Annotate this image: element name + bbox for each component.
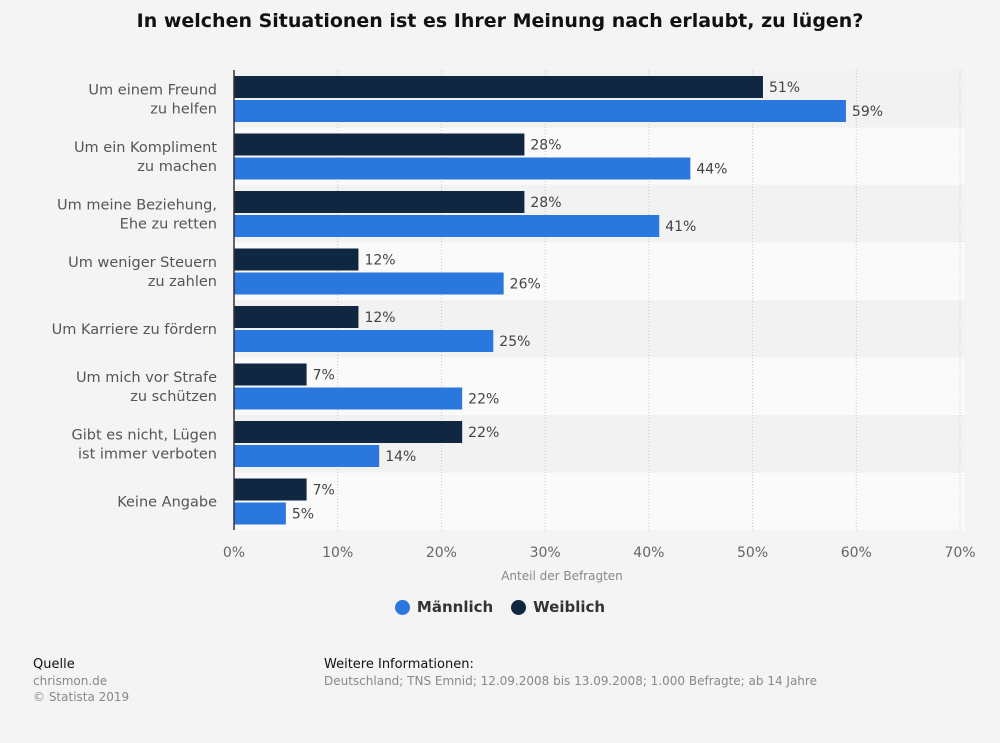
info-block: Weitere Informationen: Deutschland; TNS … (324, 657, 817, 689)
bar-männlich (234, 445, 380, 467)
legend-marker-maennlich (394, 599, 410, 615)
bar-männlich (234, 272, 504, 295)
data-label: 22% (468, 392, 499, 408)
x-axis-label: Anteil der Befragten (501, 569, 623, 583)
bar-männlich (234, 215, 660, 237)
data-label: 41% (665, 219, 696, 235)
data-label: 51% (769, 80, 800, 96)
category-label: zu machen (137, 159, 217, 175)
bar-weiblich (234, 191, 525, 213)
data-label: 5% (292, 507, 314, 523)
data-label: 12% (364, 310, 395, 326)
x-tick-label: 0% (223, 545, 245, 561)
bar-männlich (234, 100, 846, 122)
bar-weiblich (234, 421, 463, 443)
bar-weiblich (234, 76, 763, 98)
x-tick-label: 70% (944, 545, 975, 561)
category-label: Um Karriere zu fördern (52, 322, 217, 338)
category-label: Um einem Freund (88, 82, 217, 98)
bar-männlich (234, 157, 691, 180)
legend-label: Weiblich (533, 598, 606, 616)
legend: Männlich Weiblich (0, 598, 1000, 616)
info-text: Deutschland; TNS Emnid; 12.09.2008 bis 1… (324, 674, 817, 688)
category-label: Um weniger Steuern (68, 255, 217, 271)
data-label: 22% (468, 425, 499, 441)
bar-weiblich (234, 133, 525, 156)
category-label: Um ein Kompliment (74, 140, 217, 156)
legend-marker-weiblich (511, 599, 527, 615)
category-label: Gibt es nicht, Lügen (72, 427, 217, 443)
copyright: © Statista 2019 (33, 690, 130, 704)
bar-männlich (234, 330, 494, 352)
data-label: 28% (530, 195, 561, 211)
source-link[interactable]: chrismon.de (33, 674, 108, 688)
data-label: 7% (313, 368, 335, 384)
data-label: 12% (364, 253, 395, 269)
x-tick-label: 10% (322, 545, 353, 561)
category-label: Keine Angabe (117, 494, 217, 510)
bar-weiblich (234, 248, 359, 271)
data-label: 44% (696, 162, 727, 178)
bar-weiblich (234, 363, 307, 386)
category-label: ist immer verboten (78, 446, 217, 462)
info-heading: Weitere Informationen: (324, 657, 474, 672)
x-tick-label: 20% (426, 545, 457, 561)
legend-item-maennlich[interactable]: Männlich (394, 598, 494, 616)
bar-chart: 0% 10% 20% 30% 40% 50% 60% 70% Anteil der Befrag… (52, 70, 976, 583)
category-label: Um mich vor Strafe (76, 370, 217, 386)
category-label: Ehe zu retten (120, 216, 217, 232)
row-band (234, 472, 965, 530)
x-tick-label: 50% (737, 545, 768, 561)
legend-label: Männlich (416, 598, 494, 616)
category-label: zu schützen (130, 389, 217, 405)
bar-weiblich (234, 306, 359, 328)
bar-männlich (234, 387, 463, 410)
x-tick-label: 40% (633, 545, 664, 561)
data-label: 14% (385, 449, 416, 465)
source-heading: Quelle (33, 657, 75, 672)
data-label: 26% (510, 277, 541, 293)
data-label: 28% (530, 138, 561, 154)
data-label: 59% (852, 104, 883, 120)
bar-weiblich (234, 478, 307, 501)
data-label: 25% (499, 334, 530, 350)
x-tick-label: 30% (530, 545, 561, 561)
bar-männlich (234, 502, 286, 525)
chart-title: In welchen Situationen ist es Ihrer Mein… (136, 10, 864, 32)
legend-item-weiblich[interactable]: Weiblich (511, 598, 605, 616)
category-label: Um meine Beziehung, (57, 197, 217, 213)
source-block: Quelle chrismon.de © Statista 2019 (33, 657, 129, 705)
x-tick-label: 60% (841, 545, 872, 561)
data-label: 7% (313, 483, 335, 499)
category-label: zu zahlen (148, 274, 217, 290)
category-label: zu helfen (150, 101, 217, 117)
